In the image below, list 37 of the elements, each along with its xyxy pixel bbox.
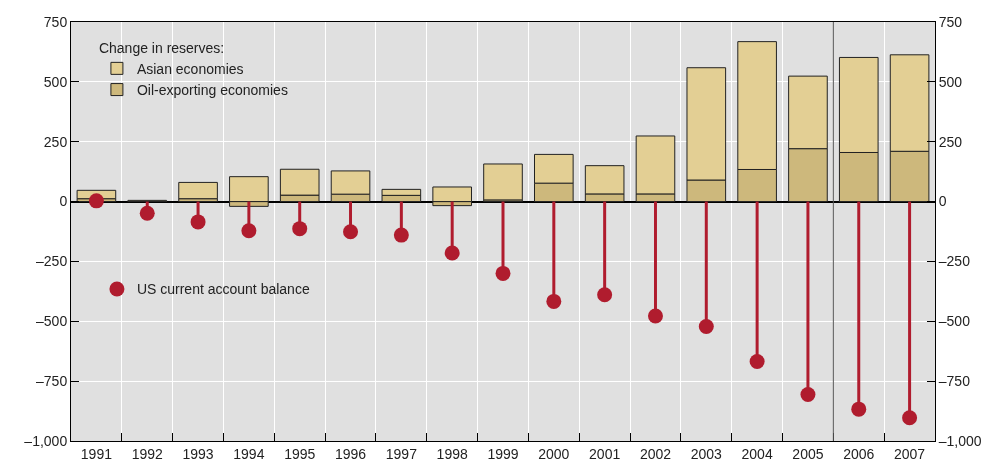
x-tick-label: 2000 <box>538 445 570 462</box>
y-tick-label: –250 <box>36 253 68 270</box>
y2-tick-label: –750 <box>938 373 971 390</box>
legend-label: US current account balance <box>136 281 310 298</box>
x-tick-label: 1991 <box>80 445 113 462</box>
y2-tick-label: 500 <box>938 73 963 90</box>
y2-tick-label: –1,000 <box>938 432 982 449</box>
y-tick-label: –500 <box>36 313 68 330</box>
y-tick-label: 500 <box>43 73 68 90</box>
x-tick-label: 1999 <box>487 445 519 462</box>
x-tick-label: 1998 <box>436 445 468 462</box>
x-tick-label: 2002 <box>639 445 672 462</box>
y2-tick-label: 0 <box>938 193 947 210</box>
y-tick-label: 250 <box>43 133 68 150</box>
x-tick-label: 1992 <box>131 445 164 462</box>
legend-label: Asian economies <box>136 60 244 77</box>
y-tick-label: 750 <box>43 13 68 30</box>
x-tick-label: 2004 <box>741 445 773 462</box>
x-tick-label: 2001 <box>589 445 621 462</box>
x-tick-label: 2007 <box>894 445 926 462</box>
x-tick-label: 2003 <box>690 445 723 462</box>
y2-tick-label: 250 <box>938 133 963 150</box>
y2-tick-label: –500 <box>938 313 971 330</box>
y-tick-label: 0 <box>59 193 68 210</box>
y2-tick-label: –250 <box>938 253 971 270</box>
y2-tick-label: 750 <box>938 13 963 30</box>
x-tick-label: 1993 <box>182 445 214 462</box>
x-tick-label: 2005 <box>792 445 824 462</box>
x-tick-label: 2006 <box>843 445 875 462</box>
legend-label: Oil-exporting economies <box>136 82 288 99</box>
x-tick-label: 1994 <box>233 445 265 462</box>
legend-title: Change in reserves: <box>98 39 225 56</box>
x-tick-label: 1995 <box>284 445 316 462</box>
y-tick-label: –750 <box>36 373 68 390</box>
x-tick-label: 1996 <box>334 445 367 462</box>
x-tick-label: 1997 <box>385 445 418 462</box>
y-tick-label: –1,000 <box>24 432 68 449</box>
